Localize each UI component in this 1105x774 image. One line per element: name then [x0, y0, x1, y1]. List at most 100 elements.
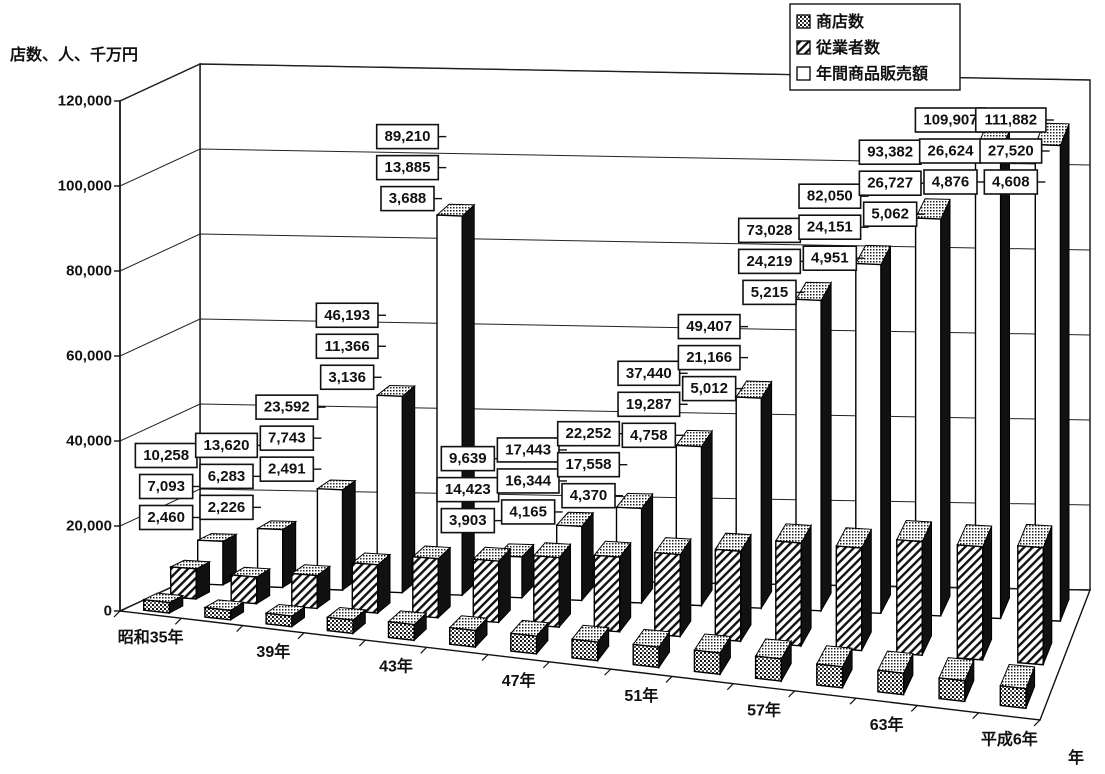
x-tick-mark — [665, 675, 673, 683]
bar-front — [436, 214, 463, 596]
data-label: 21,166 — [677, 344, 748, 371]
bar — [956, 524, 993, 661]
data-label-text: 109,907 — [923, 112, 977, 129]
y-tick-label: 20,000 — [66, 518, 112, 535]
bar-side — [800, 523, 812, 648]
data-label: 4,608 — [983, 169, 1046, 195]
data-label: 111,882 — [974, 107, 1054, 133]
bar — [632, 628, 671, 670]
data-label: 5,012 — [681, 375, 744, 402]
bar-front — [412, 556, 439, 619]
bar-front — [326, 616, 354, 635]
bar-front — [914, 217, 942, 617]
data-label: 89,210 — [375, 123, 447, 150]
bar-front — [169, 566, 197, 600]
bar-front — [387, 620, 415, 642]
bar — [1034, 122, 1070, 622]
bar-side — [701, 429, 713, 608]
data-label-text: 10,258 — [143, 447, 189, 464]
bar-front — [376, 394, 403, 594]
data-label-text: 37,440 — [626, 365, 672, 382]
x-tick-mark — [174, 617, 182, 625]
gridline — [119, 318, 1091, 357]
gridline — [119, 233, 1091, 272]
bar-side — [437, 546, 451, 619]
bar — [411, 545, 452, 619]
x-tick-mark — [910, 705, 918, 712]
data-label: 5,215 — [742, 279, 804, 306]
bar-front — [816, 663, 844, 689]
data-label: 2,491 — [259, 456, 322, 482]
x-tick-label: 47年 — [502, 671, 536, 690]
data-label: 82,050 — [798, 183, 869, 210]
data-label: 22,252 — [556, 420, 628, 447]
bar-front — [654, 551, 681, 638]
data-label-text: 11,366 — [325, 338, 370, 355]
x-tick-mark — [297, 632, 305, 640]
x-tick-mark — [726, 683, 734, 691]
data-label: 4,758 — [621, 422, 684, 449]
data-label: 93,382 — [858, 139, 929, 166]
bar-front — [693, 649, 721, 676]
bar-front — [593, 554, 621, 633]
x-tick-mark — [113, 610, 121, 618]
data-label: 14,423 — [436, 476, 507, 503]
bar — [896, 519, 933, 657]
legend-item: 従業者数 — [796, 38, 881, 57]
data-label: 37,440 — [617, 360, 688, 387]
data-label: 27,520 — [979, 138, 1050, 164]
bar — [854, 244, 892, 615]
data-label-text: 3,903 — [449, 512, 487, 529]
bar-front — [316, 487, 344, 591]
bar-front — [714, 548, 742, 642]
x-tick-label: 平成6年 — [981, 729, 1038, 748]
data-label: 17,558 — [556, 451, 628, 478]
bar — [264, 603, 306, 628]
data-label-text: 4,370 — [570, 487, 608, 504]
bar — [141, 592, 185, 614]
x-axis-title: 年 — [1068, 748, 1084, 767]
bar — [168, 559, 212, 600]
data-label: 26,727 — [858, 170, 929, 197]
bar-front — [351, 562, 379, 614]
bar-side — [820, 280, 832, 613]
legend-swatch — [796, 66, 811, 81]
y-tick-label: 40,000 — [66, 433, 112, 450]
data-label-text: 9,639 — [449, 450, 487, 467]
bar-side — [679, 537, 692, 639]
gridline — [119, 403, 1091, 442]
data-label-text: 49,407 — [686, 318, 732, 335]
x-tick-mark — [849, 697, 857, 705]
data-label: 4,165 — [500, 499, 563, 525]
data-label-text: 4,876 — [932, 174, 970, 191]
bar — [350, 552, 392, 615]
bar — [653, 537, 692, 639]
data-label-text: 111,882 — [985, 112, 1038, 129]
bar-side — [861, 529, 872, 651]
bar — [509, 619, 549, 656]
data-label: 49,407 — [677, 313, 748, 340]
data-label-text: 16,344 — [505, 472, 552, 489]
y-tick-label: 60,000 — [66, 348, 112, 365]
data-label-text: 73,028 — [747, 222, 793, 239]
x-tick-label: 63年 — [870, 715, 904, 734]
data-label-text: 26,624 — [928, 143, 975, 160]
legend-item: 年間商品販売額 — [796, 64, 928, 83]
data-label: 13,885 — [375, 154, 447, 181]
y-tick-label: 80,000 — [66, 263, 112, 280]
data-label-text: 5,012 — [690, 380, 728, 397]
bar-front — [510, 632, 538, 655]
x-tick-label: 57年 — [747, 700, 781, 719]
data-label-text: 19,287 — [626, 396, 672, 413]
data-label: 24,151 — [798, 214, 869, 241]
data-label-text: 93,382 — [867, 144, 913, 161]
bar — [754, 638, 793, 684]
data-label: 5,062 — [862, 201, 925, 228]
data-label-text: 14,423 — [445, 481, 491, 498]
data-label: 46,193 — [315, 302, 386, 329]
x-tick-label: 39年 — [256, 642, 290, 661]
data-label-text: 46,193 — [324, 307, 370, 324]
bar-side — [641, 492, 654, 605]
